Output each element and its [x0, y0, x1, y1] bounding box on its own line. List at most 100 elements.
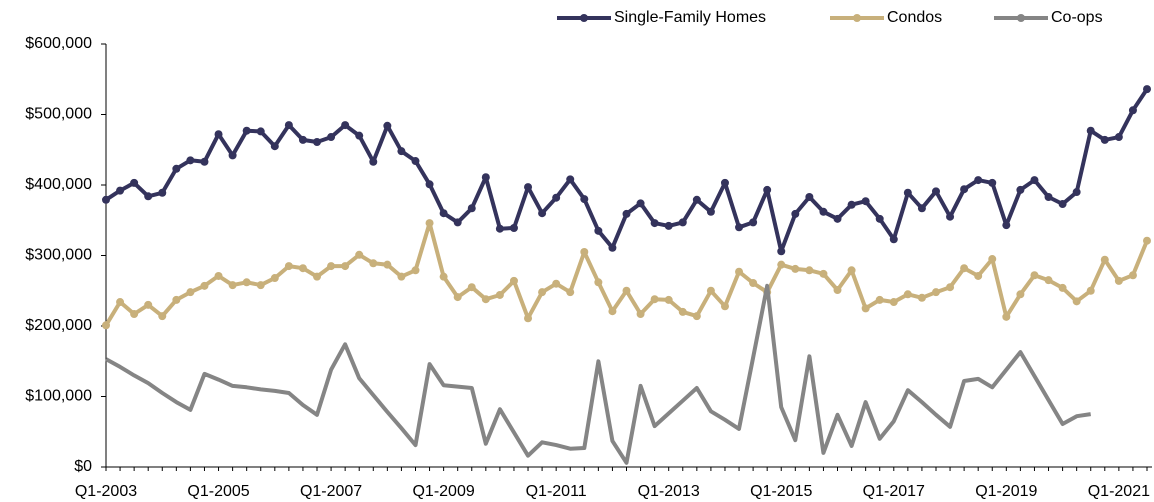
data-point — [875, 295, 884, 304]
y-tick-label: $0 — [74, 458, 92, 475]
data-point — [439, 272, 448, 281]
data-point — [214, 271, 223, 280]
y-tick-label: $300,000 — [25, 247, 92, 264]
data-point — [355, 250, 364, 259]
data-point — [242, 126, 251, 135]
data-point — [158, 312, 167, 321]
data-point — [228, 151, 237, 160]
data-point — [1030, 271, 1039, 280]
x-tick-label: Q1-2017 — [863, 483, 925, 500]
data-point — [580, 247, 589, 256]
y-tick-label: $500,000 — [25, 106, 92, 123]
data-point — [1100, 135, 1109, 144]
data-point — [242, 278, 251, 287]
data-point — [439, 209, 448, 218]
data-point — [425, 180, 434, 189]
data-point — [313, 272, 322, 281]
data-point — [130, 310, 139, 319]
data-point — [777, 260, 786, 269]
data-point — [889, 298, 898, 307]
data-point — [720, 302, 729, 311]
data-point — [397, 147, 406, 156]
legend-label: Co-ops — [1051, 9, 1103, 26]
data-point — [931, 187, 940, 196]
data-point — [1044, 276, 1053, 285]
data-point — [538, 209, 547, 218]
data-point — [467, 283, 476, 292]
data-point — [664, 221, 673, 230]
data-point — [144, 192, 153, 201]
data-point — [1058, 283, 1067, 292]
data-point — [1044, 192, 1053, 201]
data-point — [256, 127, 265, 136]
data-point — [144, 300, 153, 309]
data-point — [552, 193, 561, 202]
data-point — [931, 288, 940, 297]
data-point — [102, 195, 110, 204]
data-point — [341, 262, 350, 271]
data-point — [664, 295, 673, 304]
data-point — [594, 278, 603, 287]
legend-marker — [580, 14, 588, 22]
data-point — [524, 314, 533, 323]
data-point — [861, 197, 870, 206]
data-point — [186, 156, 195, 165]
data-point — [313, 137, 322, 146]
x-tick-label: Q1-2003 — [75, 483, 137, 500]
data-point — [1143, 236, 1151, 245]
data-point — [102, 321, 110, 330]
data-point — [495, 290, 504, 299]
data-point — [1100, 255, 1109, 264]
data-point — [172, 164, 181, 173]
y-tick-label: $600,000 — [25, 35, 92, 52]
data-point — [284, 262, 293, 271]
data-point — [903, 290, 912, 299]
data-point — [805, 192, 814, 201]
data-point — [917, 204, 926, 213]
data-point — [847, 200, 856, 209]
data-point — [228, 281, 237, 290]
data-point — [903, 188, 912, 197]
data-point — [1030, 176, 1039, 185]
data-point — [791, 264, 800, 273]
data-point — [960, 264, 969, 273]
data-point — [678, 307, 687, 316]
data-point — [974, 271, 983, 280]
data-point — [988, 178, 997, 187]
data-point — [875, 214, 884, 223]
data-point — [917, 293, 926, 302]
data-point — [1058, 200, 1067, 209]
data-point — [284, 121, 293, 130]
data-point — [763, 185, 772, 194]
data-point — [636, 310, 645, 319]
data-point — [453, 218, 462, 227]
data-point — [819, 207, 828, 216]
data-point — [509, 276, 518, 285]
data-point — [298, 135, 307, 144]
data-point — [397, 272, 406, 281]
x-tick-label: Q1-2021 — [1088, 483, 1150, 500]
data-point — [425, 219, 434, 228]
data-point — [552, 279, 561, 288]
data-point — [1114, 133, 1123, 142]
data-point — [749, 218, 758, 227]
data-point — [1072, 188, 1081, 197]
x-tick-label: Q1-2005 — [187, 483, 249, 500]
data-point — [777, 247, 786, 256]
data-point — [341, 121, 350, 130]
data-point — [327, 262, 336, 271]
data-point — [186, 288, 195, 297]
data-point — [735, 267, 744, 276]
data-point — [509, 224, 518, 233]
data-point — [130, 178, 139, 187]
data-point — [1086, 286, 1095, 295]
data-point — [791, 209, 800, 218]
data-point — [538, 288, 547, 297]
data-point — [706, 286, 715, 295]
x-tick-label: Q1-2009 — [412, 483, 474, 500]
data-point — [692, 195, 701, 204]
data-point — [946, 283, 955, 292]
data-point — [988, 255, 997, 264]
data-point — [889, 235, 898, 244]
data-point — [735, 223, 744, 232]
